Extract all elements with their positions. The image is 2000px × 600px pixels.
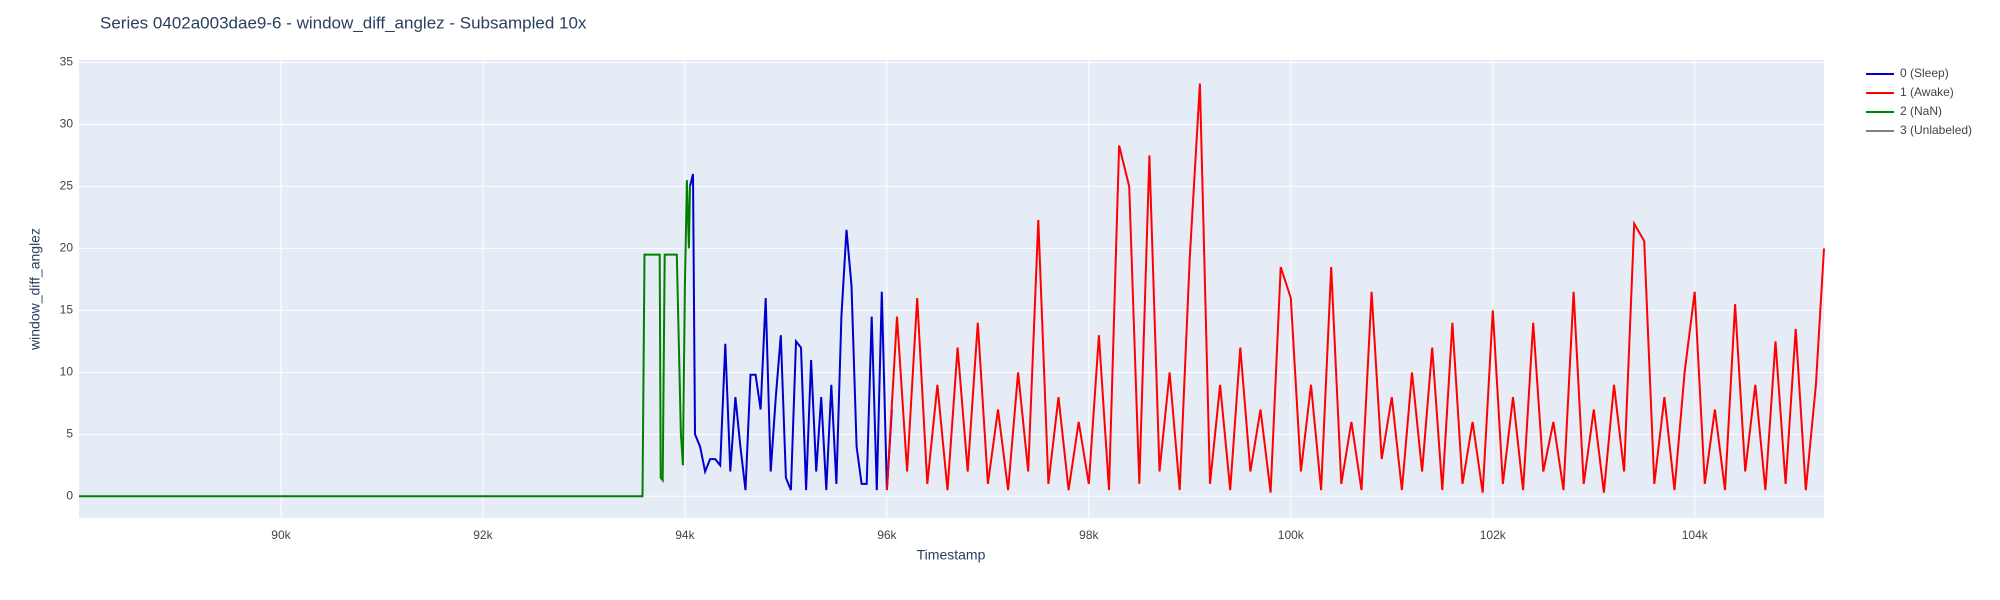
y-tick-label: 10 xyxy=(60,365,74,379)
x-tick-label: 96k xyxy=(877,528,897,542)
series-line xyxy=(79,180,691,498)
y-axis-title: window_diff_anglez xyxy=(27,228,43,351)
x-tick-label: 90k xyxy=(271,528,291,542)
x-tick-label: 98k xyxy=(1079,528,1099,542)
y-tick-label: 30 xyxy=(60,117,74,131)
chart-title: Series 0402a003dae9-6 - window_diff_angl… xyxy=(100,13,587,32)
x-tick-label: 102k xyxy=(1480,528,1507,542)
x-tick-label: 94k xyxy=(675,528,695,542)
legend-label: 2 (NaN) xyxy=(1900,104,1942,118)
series-line xyxy=(689,173,893,491)
x-axis-title: Timestamp xyxy=(917,547,986,563)
y-tick-label: 15 xyxy=(60,303,74,317)
y-tick-label: 35 xyxy=(60,55,74,69)
legend-label: 3 (Unlabeled) xyxy=(1900,123,1972,137)
x-tick-label: 104k xyxy=(1682,528,1709,542)
series-line xyxy=(885,83,1825,493)
y-tick-label: 20 xyxy=(60,241,74,255)
y-tick-label: 5 xyxy=(66,427,73,441)
y-tick-label: 25 xyxy=(60,179,74,193)
y-tick-label: 0 xyxy=(66,488,73,502)
plot-background xyxy=(79,60,1824,518)
legend-label: 0 (Sleep) xyxy=(1900,66,1949,80)
x-tick-label: 100k xyxy=(1278,528,1305,542)
x-tick-label: 92k xyxy=(473,528,493,542)
legend-label: 1 (Awake) xyxy=(1900,85,1954,99)
